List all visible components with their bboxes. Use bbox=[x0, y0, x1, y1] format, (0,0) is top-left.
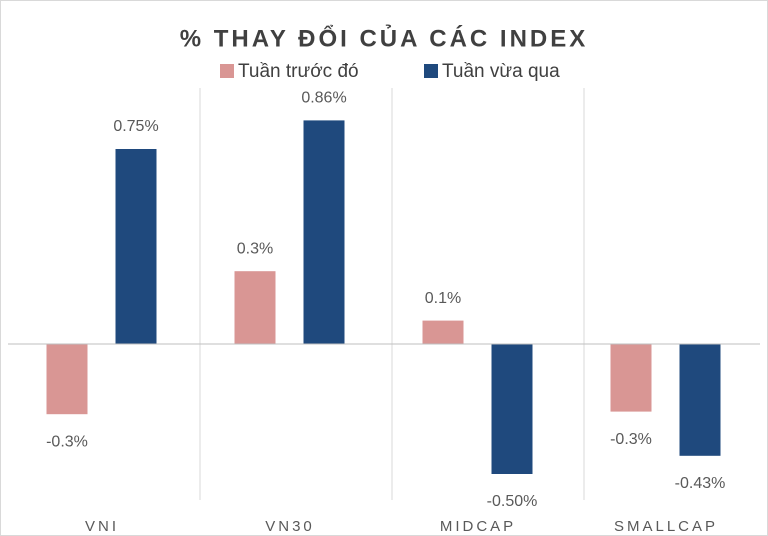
bar bbox=[491, 344, 533, 474]
legend-label: Tuần trước đó bbox=[238, 61, 359, 82]
bar bbox=[115, 149, 157, 344]
data-label: -0.3% bbox=[610, 431, 652, 448]
data-label: 0.86% bbox=[301, 90, 346, 107]
x-tick-label: VN30 bbox=[265, 518, 315, 535]
bar bbox=[610, 344, 652, 412]
legend-swatch bbox=[424, 64, 438, 78]
bar bbox=[46, 344, 88, 415]
data-label: -0.43% bbox=[675, 475, 726, 492]
x-tick-label: SMALLCAP bbox=[614, 518, 718, 535]
bar bbox=[422, 320, 464, 344]
bar bbox=[234, 271, 276, 344]
bar bbox=[303, 120, 345, 345]
chart-title: % THAY ĐỔI CỦA CÁC INDEX bbox=[180, 23, 589, 52]
x-tick-label: MIDCAP bbox=[440, 518, 516, 535]
data-label: 0.75% bbox=[113, 118, 158, 135]
data-label: -0.3% bbox=[46, 433, 88, 450]
data-label: -0.50% bbox=[487, 493, 538, 510]
x-tick-label: VNI bbox=[85, 518, 119, 535]
legend-label: Tuần vừa qua bbox=[442, 61, 560, 82]
data-label: 0.1% bbox=[425, 290, 461, 307]
data-label: 0.3% bbox=[237, 240, 273, 257]
legend-swatch bbox=[220, 64, 234, 78]
bar bbox=[679, 344, 721, 456]
